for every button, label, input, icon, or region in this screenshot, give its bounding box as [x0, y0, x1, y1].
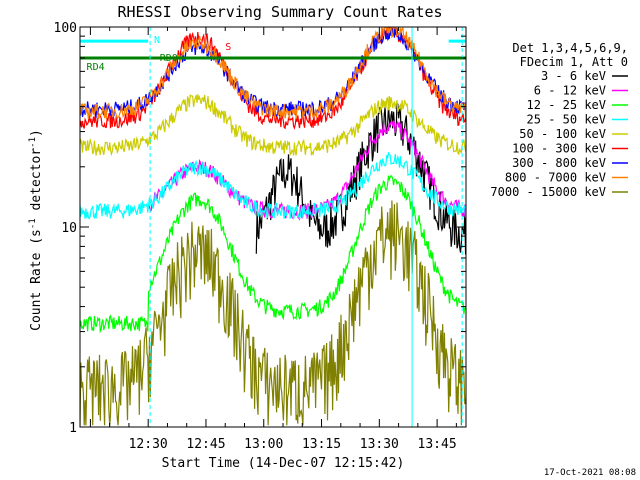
x-axis-label: Start Time (14-Dec-07 12:15:42) — [162, 456, 405, 471]
annotation-label: N — [154, 35, 160, 46]
legend-label: 25 - 50 keV — [527, 113, 606, 127]
x-tick-label: 12:30 — [129, 437, 168, 452]
legend-label: 6 - 12 keV — [534, 84, 606, 98]
x-tick-label: 13:00 — [244, 437, 283, 452]
y-tick-label: 1 — [69, 421, 77, 436]
timestamp: 17-Oct-2021 08:08 — [544, 468, 636, 478]
y-tick-label: 100 — [54, 21, 77, 36]
y-axis: 1 10 100 — [54, 21, 466, 436]
series-line — [255, 102, 466, 255]
x-axis: 12:30 12:45 13:00 13:15 13:30 13:45 — [89, 27, 457, 452]
legend-label: 12 - 25 keV — [527, 98, 606, 112]
annotation-label: RD0 — [160, 53, 178, 64]
series-line — [80, 93, 466, 157]
x-tick-label: 13:15 — [302, 437, 341, 452]
series-line — [80, 200, 466, 426]
legend-label: 100 - 300 keV — [512, 142, 606, 156]
y-tick-label: 10 — [61, 221, 77, 236]
legend-header-1: Det 1,3,4,5,6,9, — [512, 41, 628, 55]
x-tick-label: 13:30 — [360, 437, 399, 452]
legend-label: 50 - 100 keV — [519, 127, 606, 141]
x-tick-label: 13:45 — [418, 437, 457, 452]
annotation-label: RD4 — [87, 62, 105, 73]
series-line — [148, 120, 466, 221]
legend-header-2: FDecim 1, Att 0 — [520, 55, 628, 69]
annotation-label: S — [225, 42, 231, 53]
series-line — [80, 174, 466, 334]
legend-label: 7000 - 15000 keV — [490, 185, 606, 199]
legend-label: 800 - 7000 keV — [505, 171, 606, 185]
legend-label: 300 - 800 keV — [512, 156, 606, 170]
x-tick-label: 12:45 — [186, 437, 225, 452]
chart-title: RHESSI Observing Summary Count Rates — [117, 3, 442, 21]
legend-label: 3 - 6 keV — [541, 69, 606, 83]
series-line — [80, 152, 466, 220]
y-axis-label: Count Rate (s-1 detector-1) — [28, 129, 44, 331]
plot-area — [80, 27, 466, 426]
series-group — [80, 27, 466, 426]
series-line — [80, 27, 466, 121]
